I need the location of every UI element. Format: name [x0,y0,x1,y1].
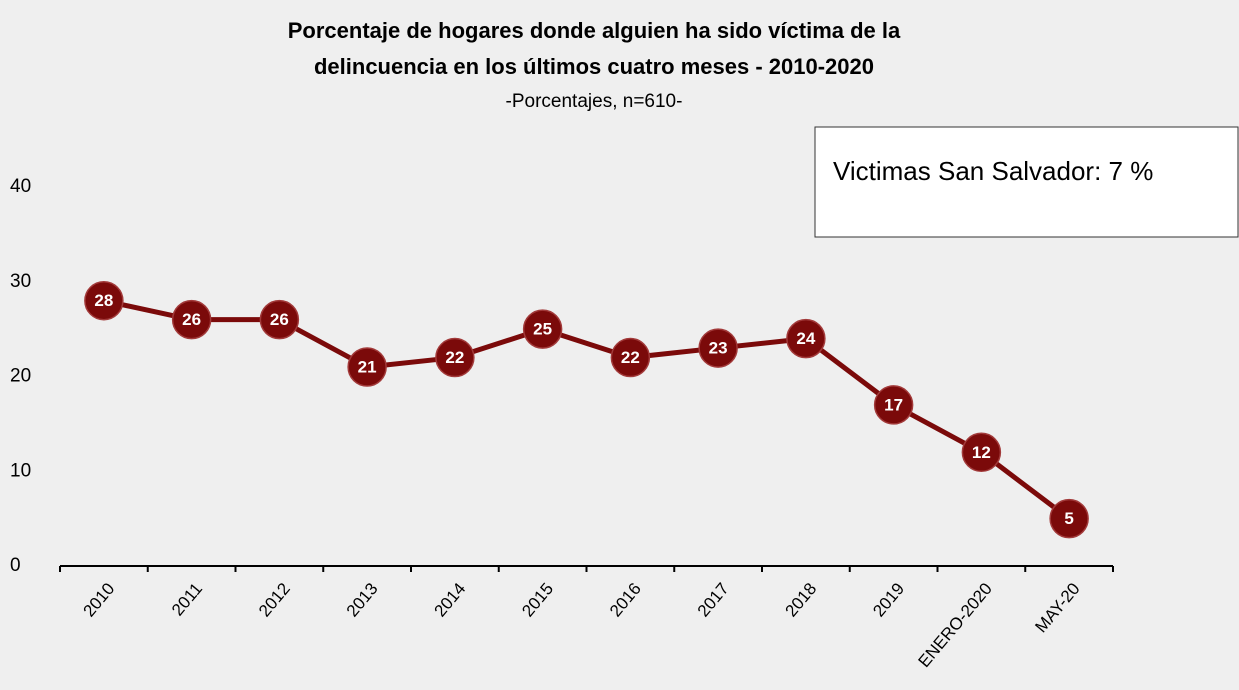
data-label: 26 [182,310,201,329]
marker [1049,498,1089,539]
marker [961,432,1002,473]
data-label: 23 [709,339,728,358]
data-label: 12 [972,443,991,462]
y-tick-label: 20 [10,366,31,387]
y-tick-label: 10 [10,460,31,481]
marker [786,318,826,359]
marker [698,328,738,368]
chart-subtitle: -Porcentajes, n=610- [506,91,683,112]
data-label: 17 [884,395,903,414]
marker [171,299,212,340]
data-label: 21 [358,358,377,377]
y-tick-label: 30 [10,271,31,292]
chart-title: Porcentaje de hogares donde alguien ha s… [288,18,901,43]
y-tick-label: 40 [10,176,31,197]
marker [84,280,124,321]
annotation: Victimas San Salvador: 7 % [833,156,1153,186]
data-label: 25 [533,320,552,339]
chart-title: delincuencia en los últimos cuatro meses… [314,54,874,79]
data-label: 26 [270,310,289,329]
y-tick-label: 0 [10,555,21,576]
marker [610,337,651,378]
marker [873,385,914,425]
data-label: 24 [796,329,815,348]
marker [347,347,387,387]
marker [435,337,475,378]
data-label: 22 [621,348,640,367]
data-label: 5 [1064,509,1073,528]
annotation-box [814,126,1239,238]
marker [522,309,563,349]
marker [259,299,300,340]
data-label: 22 [445,348,464,367]
data-label: 28 [94,291,113,310]
